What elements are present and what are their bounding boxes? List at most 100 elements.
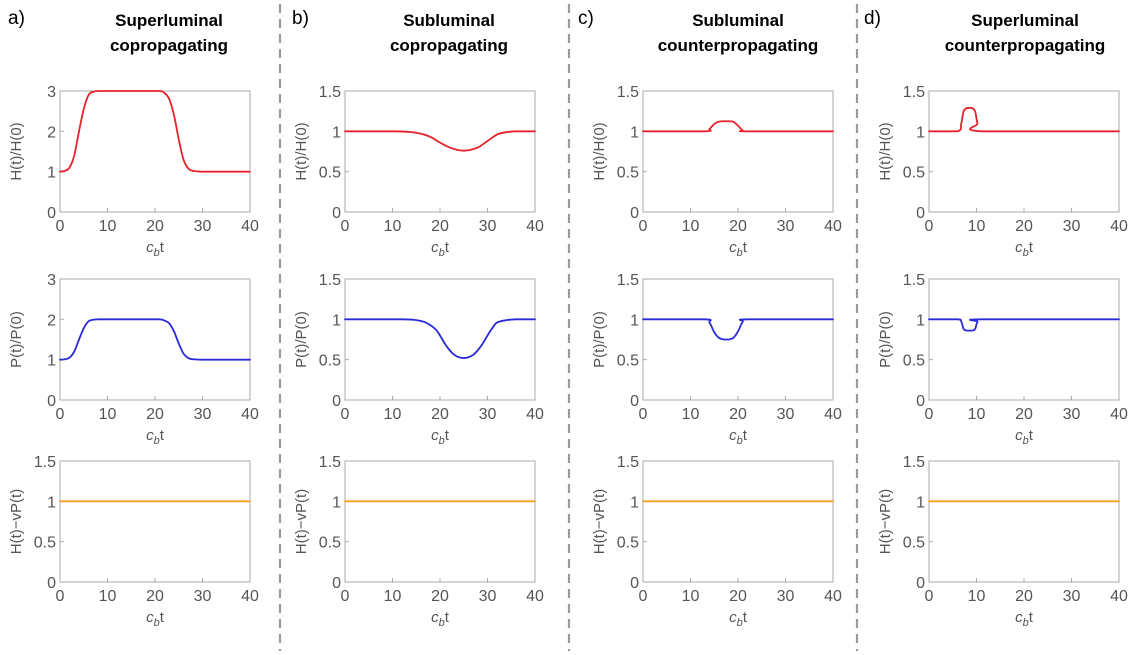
x-tick-label: 20 <box>729 588 747 605</box>
x-axis-label-t: t <box>445 427 450 444</box>
x-axis-label-t: t <box>445 609 450 626</box>
x-axis-label-subscript: b <box>737 617 743 629</box>
panel-title-line1: Subluminal <box>692 11 784 30</box>
y-axis-label: H(t)/H(0) <box>591 122 608 180</box>
y-tick-label: 0 <box>630 575 639 592</box>
y-tick-label: 0.5 <box>903 535 925 552</box>
y-tick-label: 1 <box>47 165 56 182</box>
x-tick-label: 0 <box>639 588 648 605</box>
y-tick-label: 1 <box>47 353 56 370</box>
y-tick-label: 0 <box>630 205 639 222</box>
x-tick-label: 30 <box>777 218 795 235</box>
plot-frame <box>642 90 834 213</box>
y-axis-label: P(t)/P(0) <box>293 311 310 368</box>
x-tick-label: 40 <box>824 588 842 605</box>
x-axis-label: cbt <box>431 239 450 259</box>
chart: 0 0.5 1 1.5 0 10 20 30 40 H(t)−vP(t) cbt <box>293 454 544 629</box>
y-tick-label: 1.5 <box>903 454 925 471</box>
y-axis-label: P(t)/P(0) <box>8 311 25 368</box>
panel-label: b) <box>292 8 309 29</box>
x-tick-label: 10 <box>384 588 402 605</box>
x-tick-label: 40 <box>526 588 544 605</box>
x-tick-label: 30 <box>777 588 795 605</box>
y-tick-label: 3 <box>47 84 56 101</box>
x-axis-label-t: t <box>445 239 450 256</box>
chart: 0 0.5 1 1.5 0 10 20 30 40 P(t)/P(0) cbt <box>293 272 544 447</box>
x-axis-label-c: c <box>729 239 737 256</box>
y-tick-label: 1 <box>630 312 639 329</box>
x-axis-label-t: t <box>743 427 748 444</box>
x-axis-label-subscript: b <box>439 617 445 629</box>
plot-frame <box>59 278 251 401</box>
panel-label: a) <box>8 8 25 29</box>
y-tick-label: 1.5 <box>617 454 639 471</box>
x-tick-label: 40 <box>1110 588 1128 605</box>
y-tick-label: 1.5 <box>903 84 925 101</box>
y-axis-label: P(t)/P(0) <box>877 311 894 368</box>
x-tick-label: 40 <box>1110 406 1128 423</box>
x-tick-label: 20 <box>146 406 164 423</box>
x-axis-label: cbt <box>146 239 165 259</box>
x-axis-label-subscript: b <box>439 247 445 259</box>
x-axis-label-t: t <box>160 239 165 256</box>
y-tick-label: 3 <box>47 272 56 289</box>
plot-frame <box>928 278 1120 401</box>
plot-frame <box>928 90 1120 213</box>
x-axis-label: cbt <box>1015 427 1034 447</box>
x-axis-label-t: t <box>743 239 748 256</box>
x-tick-label: 10 <box>99 406 117 423</box>
y-tick-label: 1.5 <box>903 272 925 289</box>
x-tick-label: 30 <box>194 588 212 605</box>
series-line <box>59 90 251 173</box>
x-axis-label-c: c <box>729 427 737 444</box>
y-tick-label: 0.5 <box>617 165 639 182</box>
x-tick-label: 0 <box>639 218 648 235</box>
x-tick-label: 10 <box>968 588 986 605</box>
x-axis-label-c: c <box>146 239 154 256</box>
y-tick-label: 0.5 <box>903 165 925 182</box>
x-tick-label: 0 <box>925 406 934 423</box>
chart: 0 0.5 1 1.5 0 10 20 30 40 H(t)−vP(t) cbt <box>591 454 842 629</box>
x-axis-label-t: t <box>1029 609 1034 626</box>
series-line <box>59 318 251 361</box>
panel-title-line2: copropagating <box>110 36 228 55</box>
x-axis-label: cbt <box>729 427 748 447</box>
y-axis-label: H(t)−vP(t) <box>591 489 608 554</box>
y-tick-label: 1 <box>916 494 925 511</box>
x-tick-label: 20 <box>431 406 449 423</box>
chart: 0 0.5 1 1.5 0 10 20 30 40 H(t)/H(0) cbt <box>591 84 842 259</box>
panel-title-line1: Superluminal <box>115 11 223 30</box>
y-tick-label: 1 <box>916 312 925 329</box>
y-tick-label: 1.5 <box>319 454 341 471</box>
x-axis-label-subscript: b <box>737 435 743 447</box>
plot-frame <box>928 460 1120 583</box>
chart: 0 0.5 1 1.5 0 10 20 30 40 H(t)/H(0) cbt <box>293 84 544 259</box>
x-tick-label: 10 <box>682 406 700 423</box>
series-line <box>642 120 834 133</box>
series-line <box>344 318 536 359</box>
x-axis-label: cbt <box>431 609 450 629</box>
x-tick-label: 30 <box>479 406 497 423</box>
x-tick-label: 0 <box>639 406 648 423</box>
y-tick-label: 0 <box>332 393 341 410</box>
x-tick-label: 20 <box>146 218 164 235</box>
x-axis-label-t: t <box>1029 239 1034 256</box>
x-tick-label: 40 <box>824 218 842 235</box>
x-tick-label: 30 <box>1063 406 1081 423</box>
x-axis-label-subscript: b <box>439 435 445 447</box>
series-line <box>928 318 1120 332</box>
plot-frame <box>344 90 536 213</box>
y-axis-label: P(t)/P(0) <box>591 311 608 368</box>
x-tick-label: 40 <box>241 588 259 605</box>
y-tick-label: 0.5 <box>319 165 341 182</box>
x-tick-label: 40 <box>824 406 842 423</box>
x-axis-label-subscript: b <box>1023 435 1029 447</box>
y-tick-label: 2 <box>47 124 56 141</box>
plot-frame <box>59 460 251 583</box>
x-tick-label: 0 <box>341 588 350 605</box>
x-tick-label: 10 <box>682 588 700 605</box>
plot-frame <box>642 460 834 583</box>
